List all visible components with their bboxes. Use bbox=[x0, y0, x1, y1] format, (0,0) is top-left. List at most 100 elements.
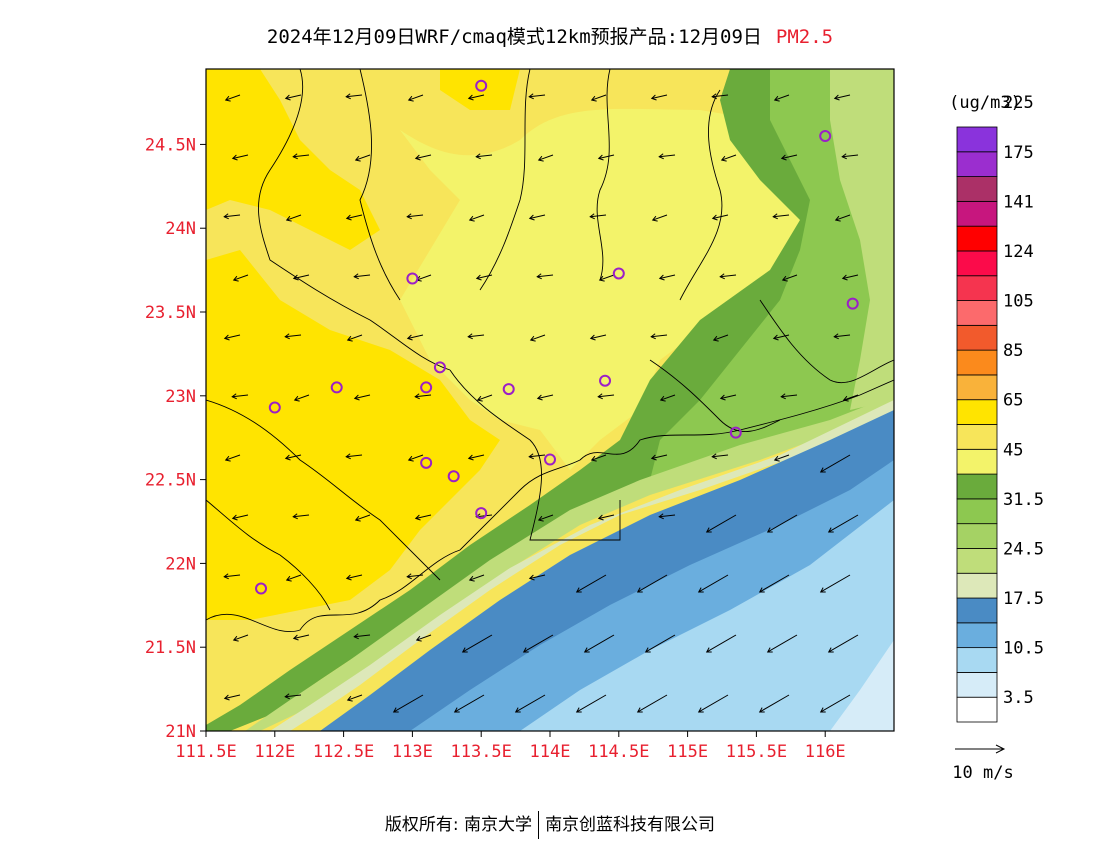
wind-arrow bbox=[834, 94, 851, 99]
wind-arrow bbox=[637, 574, 668, 593]
wind-arrow bbox=[346, 454, 363, 458]
wind-arrow bbox=[462, 634, 493, 653]
lon-tick-label: 115E bbox=[667, 742, 708, 762]
legend-swatch bbox=[956, 548, 998, 574]
wind-arrowhead bbox=[354, 155, 361, 162]
wind-arrow bbox=[773, 214, 790, 218]
legend-label: 175 bbox=[1003, 143, 1034, 163]
wind-arrow bbox=[285, 334, 302, 338]
wind-arrow bbox=[468, 454, 485, 459]
wind-arrow bbox=[454, 694, 485, 713]
wind-arrowhead bbox=[476, 395, 483, 402]
wind-arrow bbox=[637, 694, 668, 713]
wind-arrow bbox=[294, 394, 310, 401]
footer-copyright: 版权所有: 南京大学 bbox=[384, 815, 533, 835]
wind-arrowhead bbox=[833, 333, 839, 340]
wind-arrowhead bbox=[658, 513, 664, 520]
wind-arrow bbox=[293, 274, 310, 279]
wind-arrowhead bbox=[223, 573, 229, 580]
wind-arrow bbox=[232, 394, 249, 398]
wind-arrow bbox=[354, 274, 371, 278]
wind-arrow bbox=[721, 154, 737, 161]
legend-swatch bbox=[956, 498, 998, 525]
station-marker bbox=[819, 130, 832, 143]
wind-arrow bbox=[293, 634, 310, 639]
wind-arrow bbox=[820, 574, 851, 593]
wind-arrow bbox=[842, 154, 859, 158]
wind-arrow bbox=[476, 514, 493, 518]
wind-arrowhead bbox=[406, 213, 412, 220]
wind-arrowhead bbox=[528, 453, 534, 460]
legend-label: 124 bbox=[1003, 242, 1034, 262]
wind-arrow bbox=[712, 214, 729, 219]
wind-arrow bbox=[773, 334, 790, 339]
wind-arrow bbox=[476, 274, 493, 279]
wind-arrowhead bbox=[231, 154, 238, 161]
wind-arrow bbox=[828, 514, 859, 533]
wind-arrow bbox=[415, 394, 432, 398]
wind-arrowhead bbox=[841, 153, 847, 160]
field-yellow-north bbox=[206, 69, 380, 250]
legend-swatch bbox=[956, 324, 998, 351]
wind-arrowhead bbox=[773, 455, 780, 462]
lon-tick-label: 113E bbox=[392, 742, 433, 762]
wind-arrowhead bbox=[598, 275, 605, 282]
wind-arrow bbox=[576, 574, 607, 593]
wind-arrowhead bbox=[772, 334, 779, 341]
wind-arrow bbox=[468, 334, 485, 338]
wind-arrowhead bbox=[223, 694, 230, 701]
field-blue-pale bbox=[830, 640, 894, 731]
wind-arrowhead bbox=[711, 214, 718, 221]
lon-tick-label: 112.5E bbox=[313, 742, 374, 762]
wind-arrowhead bbox=[834, 215, 841, 222]
wind-arrow bbox=[781, 394, 798, 398]
wind-arrow bbox=[355, 154, 371, 161]
legend-label: 24.5 bbox=[1003, 539, 1044, 559]
legend-swatch bbox=[956, 250, 998, 277]
lon-tick-label: 114E bbox=[530, 742, 571, 762]
lat-tick-label: 23.5N bbox=[145, 303, 196, 323]
wind-arrowhead bbox=[758, 707, 765, 713]
wind-arrow bbox=[720, 394, 737, 399]
wind-arrow bbox=[347, 334, 363, 341]
wind-arrowhead bbox=[833, 94, 840, 101]
wind-arrowhead bbox=[772, 213, 778, 220]
wind-arrow bbox=[407, 334, 424, 339]
lon-axis: 111.5E 112E 112.5E 113E 113.5E 114E 114.5E 115E… bbox=[175, 731, 846, 762]
wind-arrow bbox=[698, 694, 729, 713]
legend-swatch bbox=[956, 647, 998, 673]
wind-scale-label: 10 m/s bbox=[952, 763, 1013, 783]
legend-label: 105 bbox=[1003, 292, 1034, 312]
wind-arrow bbox=[599, 274, 615, 281]
wind-arrowhead bbox=[658, 153, 664, 160]
wind-arrow bbox=[820, 454, 851, 473]
legend-swatch bbox=[956, 200, 998, 227]
wind-arrow bbox=[224, 214, 241, 218]
wind-arrowhead bbox=[636, 587, 643, 593]
legend-swatch bbox=[956, 448, 998, 475]
lat-tick-label: 24N bbox=[165, 219, 196, 239]
legend-swatch bbox=[956, 300, 998, 326]
wind-arrowhead bbox=[415, 635, 422, 642]
wind-arrowhead bbox=[414, 393, 420, 400]
wind-arrow bbox=[224, 334, 241, 339]
lat-tick-label: 22N bbox=[165, 554, 196, 574]
wind-arrowhead bbox=[597, 514, 604, 521]
legend-label: 31.5 bbox=[1003, 490, 1044, 510]
wind-arrowhead bbox=[697, 707, 704, 713]
wind-arrowhead bbox=[224, 455, 231, 462]
wind-arrow bbox=[767, 634, 798, 653]
legend-unit: (ug/m3) bbox=[949, 93, 1021, 113]
wind-arrowhead bbox=[467, 333, 473, 340]
wind-arrow bbox=[477, 394, 493, 401]
legend-label: 85 bbox=[1003, 341, 1023, 361]
wind-arrowhead bbox=[468, 575, 475, 582]
wind-arrow bbox=[408, 454, 424, 461]
legend-swatch bbox=[956, 597, 998, 624]
wind-arrowhead bbox=[345, 214, 352, 221]
wind-arrow bbox=[712, 94, 729, 98]
wind-arrowhead bbox=[514, 707, 521, 713]
station-marker bbox=[502, 383, 515, 396]
